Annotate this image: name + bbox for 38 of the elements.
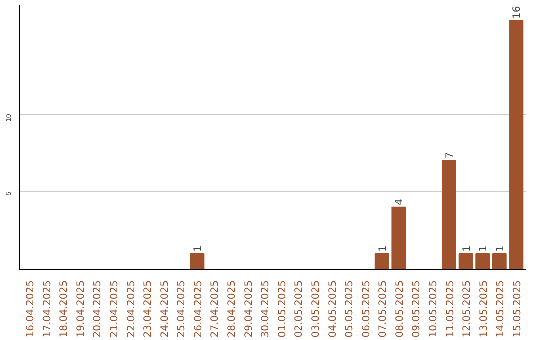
x-tick-label: 19.04.2025: [76, 280, 87, 338]
x-tick-label: 20.04.2025: [92, 280, 104, 338]
x-tick-label: 29.04.2025: [244, 280, 255, 338]
data-label: 1: [378, 246, 389, 252]
x-tick-label: 27.04.2025: [210, 280, 222, 338]
x-tick-label: 22.04.2025: [126, 280, 138, 338]
x-tick-label: 05.05.2025: [344, 280, 356, 338]
x-tick-label: 25.04.2025: [176, 280, 188, 338]
x-tick-label: 23.04.2025: [143, 280, 154, 338]
data-label: 7: [444, 152, 456, 159]
x-tick-label: 28.04.2025: [227, 280, 238, 338]
x-tick-label: 15.05.2025: [512, 280, 524, 338]
x-tick-label: 12.05.2025: [462, 280, 474, 338]
data-label: 4: [394, 199, 406, 206]
x-tick-label: 10.05.2025: [428, 280, 440, 338]
x-tick-label: 14.05.2025: [496, 280, 507, 338]
x-tick-label: 24.04.2025: [160, 280, 171, 338]
data-label: 1: [495, 246, 506, 252]
x-tick-label: 09.05.2025: [412, 280, 423, 338]
x-tick-label: 01.05.2025: [277, 280, 288, 338]
x-tick-label: 21.04.2025: [110, 280, 121, 338]
x-tick-label: 11.05.2025: [445, 280, 456, 338]
data-label: 1: [193, 246, 204, 252]
x-tick-label: 18.04.2025: [59, 280, 70, 338]
data-label: 16: [512, 6, 524, 20]
x-tick-label: 04.05.2025: [328, 280, 339, 338]
x-tick-label: 26.04.2025: [193, 280, 204, 338]
x-tick-label: 08.05.2025: [394, 280, 406, 338]
x-tick-label: 30.04.2025: [260, 280, 272, 338]
x-tick-label: 07.05.2025: [378, 280, 390, 338]
x-tick-label: 17.04.2025: [42, 280, 54, 338]
x-tick-label: 16.04.2025: [26, 280, 37, 338]
x-tick-label: 02.05.2025: [294, 280, 306, 338]
x-tick-label: 06.05.2025: [361, 280, 372, 338]
data-label: 1: [478, 246, 490, 252]
x-tick-label: 03.05.2025: [310, 280, 322, 338]
data-label: 1: [462, 246, 473, 252]
x-tick-label: 13.05.2025: [478, 280, 490, 338]
